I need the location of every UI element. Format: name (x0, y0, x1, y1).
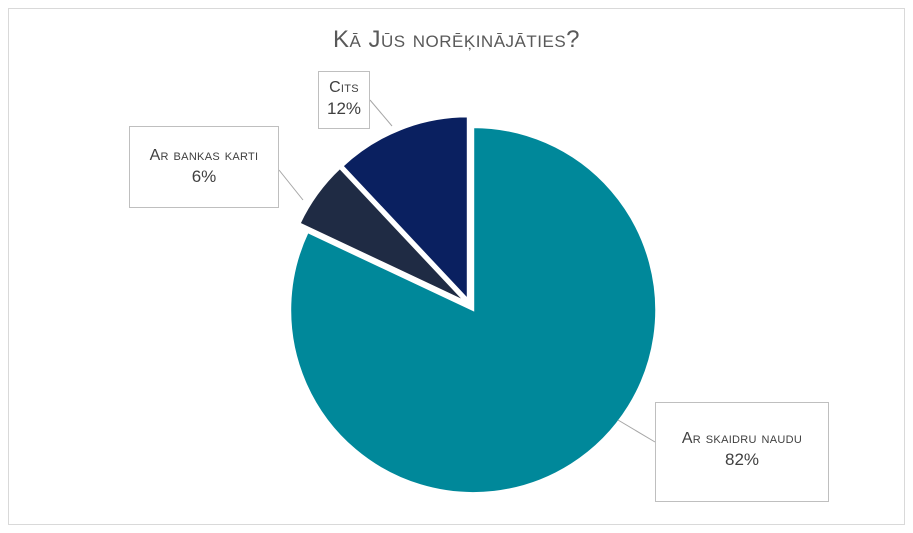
data-label-cash: Ar skaidru naudu 82% (655, 402, 829, 502)
leader-line-cash (617, 419, 656, 443)
leader-lines (278, 99, 656, 443)
leader-line-other (369, 99, 393, 127)
data-label-cash-name: Ar skaidru naudu (681, 430, 803, 447)
data-label-cash-value: 82% (724, 450, 760, 469)
data-label-card-value: 6% (191, 167, 217, 186)
pie-slices (289, 115, 658, 495)
pie-slice-other (341, 115, 469, 302)
data-label-card: Ar bankas karti 6% (129, 126, 279, 208)
pie-slice-cash (289, 126, 658, 495)
chart-title: Kā Jūs norēķinājāties? (332, 26, 581, 53)
data-label-other-value: 12% (326, 99, 362, 118)
data-label-card-name: Ar bankas karti (149, 147, 259, 164)
pie-slice-card (298, 166, 466, 303)
leader-line-card (278, 169, 304, 201)
data-label-other-name: Cits (329, 79, 359, 96)
data-label-other: Cits 12% (318, 71, 370, 129)
